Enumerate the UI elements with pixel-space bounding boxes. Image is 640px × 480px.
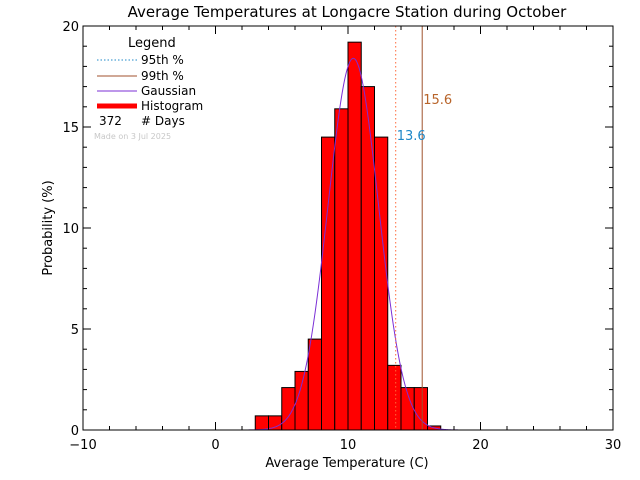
histogram-bars	[254, 41, 442, 431]
gaussian-curve	[247, 57, 459, 431]
y-tick-label: 10	[62, 222, 79, 237]
x-axis: −10 0 10 20 30	[69, 26, 621, 453]
y-tick-label: 0	[71, 424, 79, 439]
legend-label-95th: 95th %	[141, 53, 184, 67]
histogram-bar-8	[360, 86, 375, 431]
x-axis-label: Average Temperature (C)	[265, 456, 428, 471]
days-label: # Days	[141, 114, 185, 128]
y-axis: 0 5 10 15 20	[62, 20, 613, 439]
y-tick-label: 20	[62, 20, 79, 35]
chart-title: Average Temperatures at Longacre Station…	[128, 3, 567, 21]
x-tick-label: 0	[211, 438, 219, 453]
legend-title: Legend	[128, 36, 176, 51]
histogram-bar-5	[321, 136, 336, 431]
days-count: 372	[99, 114, 122, 128]
p99-label: 15.6	[423, 93, 452, 108]
legend-label-99th: 99th %	[141, 69, 184, 83]
histogram-bar-0	[254, 415, 269, 431]
x-tick-label: −10	[69, 438, 96, 453]
y-axis-label: Probability (%)	[41, 180, 56, 275]
y-tick-label: 15	[62, 121, 79, 136]
made-on-note: Made on 3 Jul 2025	[94, 132, 171, 141]
histogram-bar-6	[334, 108, 349, 431]
histogram-bar-9	[374, 136, 389, 431]
y-tick-label: 5	[71, 323, 79, 338]
histogram-bar-4	[307, 338, 322, 431]
p95-label: 13.6	[397, 129, 426, 144]
histogram-bar-7	[347, 41, 362, 431]
histogram-bar-10	[387, 364, 402, 431]
x-tick-label: 30	[605, 438, 622, 453]
chart-lines: 13.6 15.6	[247, 26, 459, 431]
legend-label-histogram: Histogram	[141, 99, 203, 113]
legend: Legend 95th % 99th % Gaussian Histogram …	[94, 36, 203, 141]
x-tick-label: 10	[340, 438, 357, 453]
legend-label-gaussian: Gaussian	[141, 84, 196, 98]
x-tick-label: 20	[472, 438, 489, 453]
